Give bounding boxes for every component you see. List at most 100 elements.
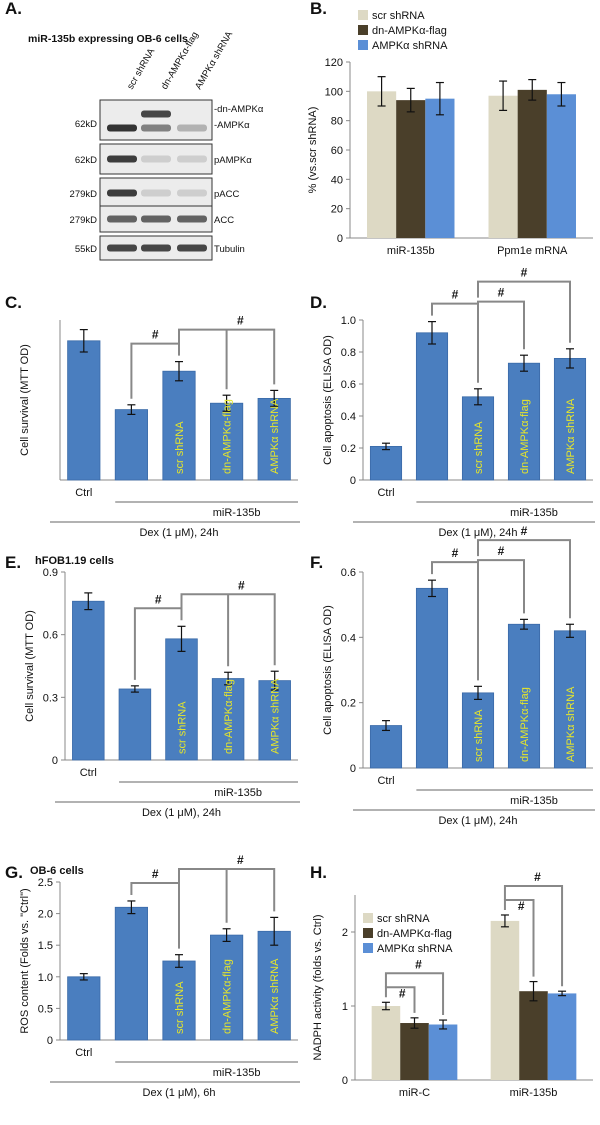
- significance-mark: #: [237, 853, 244, 867]
- y-tick-label: 0.9: [43, 567, 58, 579]
- bar: [369, 725, 403, 769]
- bar: [461, 692, 495, 769]
- significance-bracket: [477, 300, 525, 350]
- legend-swatch: [363, 943, 373, 953]
- chart-panel-f: 0 0.2 0.4 0.6 Cell apoptosis (ELISA OD) scr s…: [322, 524, 595, 827]
- y-tick-label: 0.4: [341, 632, 356, 644]
- y-tick-label: 0.3: [43, 692, 58, 704]
- blot-band: [107, 189, 137, 197]
- significance-mark: #: [498, 544, 505, 558]
- significance-mark: #: [237, 314, 244, 328]
- significance-mark: #: [152, 328, 159, 342]
- y-tick-label: 80: [331, 116, 343, 128]
- blot-strip: 279kD pACC: [70, 177, 239, 209]
- blot-band: [107, 155, 137, 163]
- protein-label: -AMPKα: [214, 120, 250, 131]
- significance-bracket: [178, 328, 276, 390]
- chart-panel-b: 0 20 40 60 80 100 120 % (vs.scr shRNA) miR-135b P…: [307, 10, 593, 257]
- group-label: miR-135b: [510, 507, 558, 519]
- significance-mark: #: [155, 592, 162, 606]
- bar-label: AMPKα shRNA: [269, 398, 281, 474]
- significance-mark: #: [238, 578, 245, 592]
- significance-mark: #: [152, 867, 159, 881]
- protein-label: pAMPKα: [214, 155, 252, 166]
- legend-swatch: [358, 25, 368, 35]
- bar: [367, 91, 397, 238]
- legend-label: dn-AMPKα-flag: [372, 25, 447, 37]
- x-tick-label: Ctrl: [75, 1047, 92, 1059]
- blot-band: [141, 110, 171, 118]
- y-tick-label: 60: [331, 145, 343, 157]
- bar-label: dn-AMPKα-flag: [222, 959, 234, 1034]
- y-tick-label: 40: [331, 174, 343, 186]
- significance-mark: #: [498, 286, 505, 300]
- blot-strip: 62kD -dn-AMPKα -AMPKα: [75, 99, 264, 141]
- blot-band: [107, 244, 137, 252]
- blot-band: [177, 244, 207, 252]
- significance-bracket: [133, 607, 183, 680]
- chart-subtitle: hFOB1.19 cells: [35, 555, 114, 567]
- bar-label: scr shRNA: [473, 421, 485, 474]
- y-tick-label: 0.6: [43, 630, 58, 642]
- bar-label: AMPKα shRNA: [269, 958, 281, 1034]
- bar: [114, 409, 148, 481]
- significance-mark: #: [452, 546, 459, 560]
- y-tick-label: 100: [325, 86, 343, 98]
- chart-panel-g: 0 0.5 1.0 1.5 2.0 2.5 ROS content (Folds vs. "…: [19, 853, 300, 1099]
- molecular-weight: 279kD: [70, 189, 98, 200]
- y-axis-label: Cell survival (MTT OD): [24, 610, 36, 722]
- bar: [428, 1024, 458, 1080]
- y-axis-label: Cell survival (MTT OD): [19, 344, 31, 456]
- significance-mark: #: [518, 899, 525, 913]
- bar: [415, 332, 449, 481]
- significance-bracket: [384, 972, 445, 1016]
- protein-label: ACC: [214, 215, 234, 226]
- bar: [114, 906, 148, 1041]
- molecular-weight: 62kD: [75, 155, 97, 166]
- panel-labels: A. B. C. D. E. F. G. H.: [5, 0, 327, 882]
- bar: [72, 600, 105, 761]
- legend-swatch: [358, 40, 368, 50]
- y-tick-label: 0.6: [341, 379, 356, 391]
- blot-band: [141, 189, 171, 197]
- condition-label: Dex (1 μM), 24h: [139, 527, 218, 539]
- blot-band: [141, 215, 171, 223]
- x-tick-label: Ctrl: [377, 775, 394, 787]
- bar: [517, 89, 547, 238]
- blot-band: [141, 124, 171, 132]
- bar: [488, 95, 518, 238]
- panel-label: G.: [5, 863, 23, 882]
- chart-subtitle: OB-6 cells: [30, 865, 84, 877]
- x-tick-label: miR-135b: [510, 1087, 558, 1099]
- legend-label: AMPKα shRNA: [372, 40, 448, 52]
- legend: scr shRNA dn-AMPKα-flag AMPKα shRNA: [363, 913, 453, 955]
- lane-label: AMPKα shRNA: [193, 29, 235, 91]
- blot-band: [177, 124, 207, 132]
- significance-bracket: [431, 302, 479, 383]
- y-tick-label: 1.5: [38, 940, 53, 952]
- bar: [400, 1023, 429, 1080]
- panel-label: B.: [310, 0, 327, 18]
- condition-label: Dex (1 μM), 24h: [142, 807, 221, 819]
- chart-panel-e: 0 0.3 0.6 0.9 Cell survival (MTT OD) hFOB1.19…: [24, 555, 300, 819]
- bar: [258, 680, 291, 761]
- legend-label: scr shRNA: [377, 913, 430, 925]
- protein-label: pACC: [214, 189, 239, 200]
- bar: [546, 94, 576, 239]
- y-tick-label: 2.0: [38, 909, 53, 921]
- legend-swatch: [363, 913, 373, 923]
- bar: [210, 402, 244, 481]
- panel-label: D.: [310, 293, 327, 312]
- significance-bracket: [477, 280, 571, 343]
- legend-label: AMPKα shRNA: [377, 943, 453, 955]
- panel-label: C.: [5, 293, 22, 312]
- blot-strip: 279kD ACC: [70, 205, 234, 233]
- legend-label: dn-AMPKα-flag: [377, 928, 452, 940]
- significance-bracket: [477, 559, 525, 614]
- blot-band: [107, 124, 137, 132]
- y-tick-label: 0: [342, 1075, 348, 1087]
- significance-mark: #: [452, 288, 459, 302]
- x-tick-label: Ppm1e mRNA: [497, 245, 568, 257]
- y-axis-label: Cell apoptosis (ELISA OD): [322, 335, 334, 465]
- x-tick-label: Ctrl: [75, 487, 92, 499]
